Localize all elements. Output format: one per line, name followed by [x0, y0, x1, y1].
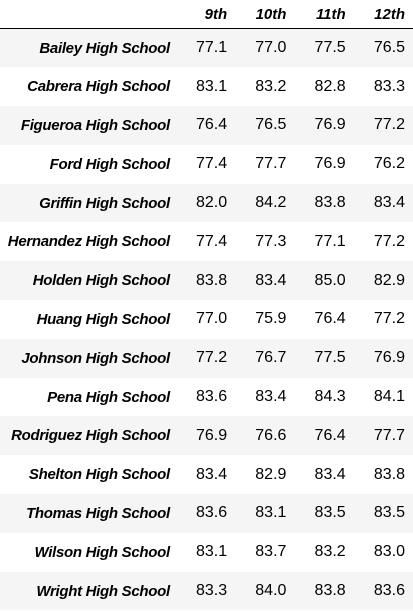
- score-cell: 85.0: [314, 271, 346, 289]
- score-cell: 83.4: [373, 194, 405, 212]
- score-cell: 76.9: [195, 426, 228, 444]
- school-name: Ford High School: [49, 155, 171, 173]
- score-cell: 83.4: [255, 388, 287, 406]
- table-body: Bailey High School 77.1 77.0 77.5 76.5 Cabrer…: [0, 28, 413, 611]
- table-row: Griffin High School 82.0 84.2 83.8 83.4: [0, 183, 413, 223]
- school-name: Cabrera High School: [27, 78, 170, 96]
- score-cell: 76.5: [373, 39, 405, 57]
- column-header-10th: 10th: [235, 0, 295, 29]
- score-cell: 83.6: [373, 582, 405, 600]
- score-cell: 77.5: [314, 39, 346, 57]
- score-cell: 84.0: [255, 582, 287, 600]
- score-cell: 75.9: [255, 310, 287, 328]
- score-cell: 83.6: [195, 388, 228, 406]
- score-cell: 84.3: [314, 388, 346, 406]
- score-cell: 76.6: [255, 426, 287, 444]
- table-row: Ford High School 77.4 77.7 76.9 76.2: [0, 144, 413, 184]
- score-cell: 83.4: [314, 465, 346, 483]
- score-cell: 83.1: [195, 543, 228, 561]
- score-cell: 83.1: [255, 504, 287, 522]
- table-row: Rodriguez High School 76.9 76.6 76.4 77.7: [0, 416, 413, 456]
- score-cell: 77.4: [195, 232, 228, 250]
- table-header: 9th 10th 11th 12th: [0, 0, 413, 29]
- score-cell: 76.2: [373, 155, 405, 173]
- school-name: Hernandez High School: [7, 233, 170, 251]
- score-cell: 77.2: [373, 310, 405, 328]
- school-name: Bailey High School: [39, 39, 170, 57]
- table-row: Wright High School 83.3 84.0 83.8 83.6: [0, 571, 413, 611]
- school-name: Rodriguez High School: [11, 427, 170, 445]
- score-cell: 76.9: [314, 155, 346, 173]
- score-cell: 76.7: [255, 349, 287, 367]
- school-name: Thomas High School: [26, 504, 170, 522]
- score-cell: 83.3: [195, 582, 228, 600]
- score-cell: 77.7: [255, 155, 287, 173]
- school-name: Figueroa High School: [20, 116, 170, 134]
- school-name: Wilson High School: [34, 543, 171, 561]
- score-cell: 83.2: [255, 77, 287, 95]
- school-name: Shelton High School: [28, 466, 170, 484]
- score-cell: 77.0: [195, 310, 228, 328]
- score-cell: 82.8: [314, 77, 346, 95]
- score-cell: 83.5: [373, 504, 405, 522]
- score-cell: 76.9: [373, 349, 405, 367]
- school-name: Pena High School: [47, 388, 170, 406]
- score-cell: 77.0: [255, 39, 287, 57]
- header-row: 9th 10th 11th 12th: [0, 0, 413, 29]
- table-row: Figueroa High School 76.4 76.5 76.9 77.2: [0, 106, 413, 145]
- score-cell: 77.1: [195, 39, 228, 57]
- table-row: Holden High School 83.8 83.4 85.0 82.9: [0, 261, 413, 301]
- score-cell: 77.2: [373, 232, 405, 250]
- column-header-9th: 9th: [175, 0, 236, 29]
- table-row: Pena High School 83.6 83.4 84.3 84.1: [0, 377, 413, 417]
- score-cell: 77.5: [314, 349, 346, 367]
- score-cell: 76.4: [195, 116, 228, 134]
- score-cell: 76.9: [314, 116, 346, 134]
- score-cell: 76.5: [255, 116, 287, 134]
- score-cell: 83.4: [255, 271, 287, 289]
- score-cell: 77.1: [314, 232, 346, 250]
- score-cell: 83.3: [373, 77, 405, 95]
- score-cell: 77.3: [255, 232, 287, 250]
- score-cell: 83.5: [314, 504, 346, 522]
- school-name: Wright High School: [36, 582, 170, 600]
- score-cell: 83.8: [195, 271, 228, 289]
- score-cell: 83.2: [314, 543, 346, 561]
- score-cell: 77.7: [373, 426, 405, 444]
- score-cell: 83.1: [195, 77, 228, 95]
- score-cell: 82.9: [255, 465, 287, 483]
- score-cell: 83.4: [195, 465, 228, 483]
- score-cell: 83.0: [373, 543, 405, 561]
- score-cell: 84.2: [255, 194, 287, 212]
- school-name: Johnson High School: [21, 349, 170, 367]
- table-row: Cabrera High School 83.1 83.2 82.8 83.3: [0, 67, 413, 107]
- index-header: [0, 0, 176, 29]
- score-cell: 83.8: [373, 465, 405, 483]
- score-cell: 76.4: [314, 426, 346, 444]
- score-cell: 82.0: [195, 194, 228, 212]
- score-cell: 77.2: [195, 349, 228, 367]
- column-header-11th: 11th: [294, 0, 354, 29]
- school-name: Holden High School: [32, 272, 170, 290]
- score-cell: 83.7: [255, 543, 287, 561]
- table-row: Shelton High School 83.4 82.9 83.4 83.8: [0, 455, 413, 495]
- school-name: Griffin High School: [39, 194, 170, 212]
- score-cell: 84.1: [373, 388, 405, 406]
- table-row: Johnson High School 77.2 76.7 77.5 76.9: [0, 338, 413, 378]
- table-row: Hernandez High School 77.4 77.3 77.1 77.2: [0, 222, 413, 262]
- score-cell: 77.2: [373, 116, 405, 134]
- table-row: Bailey High School 77.1 77.0 77.5 76.5: [0, 28, 413, 68]
- score-cell: 77.4: [195, 155, 228, 173]
- score-cell: 82.9: [373, 271, 405, 289]
- column-header-12th: 12th: [353, 0, 413, 29]
- score-cell: 83.8: [314, 582, 346, 600]
- score-cell: 83.6: [195, 504, 228, 522]
- table-row: Huang High School 77.0 75.9 76.4 77.2: [0, 300, 413, 339]
- score-cell: 83.8: [314, 194, 346, 212]
- table-row: Wilson High School 83.1 83.7 83.2 83.0: [0, 532, 413, 572]
- school-name: Huang High School: [36, 310, 171, 328]
- table-row: Thomas High School 83.6 83.1 83.5 83.5: [0, 494, 413, 533]
- score-cell: 76.4: [314, 310, 346, 328]
